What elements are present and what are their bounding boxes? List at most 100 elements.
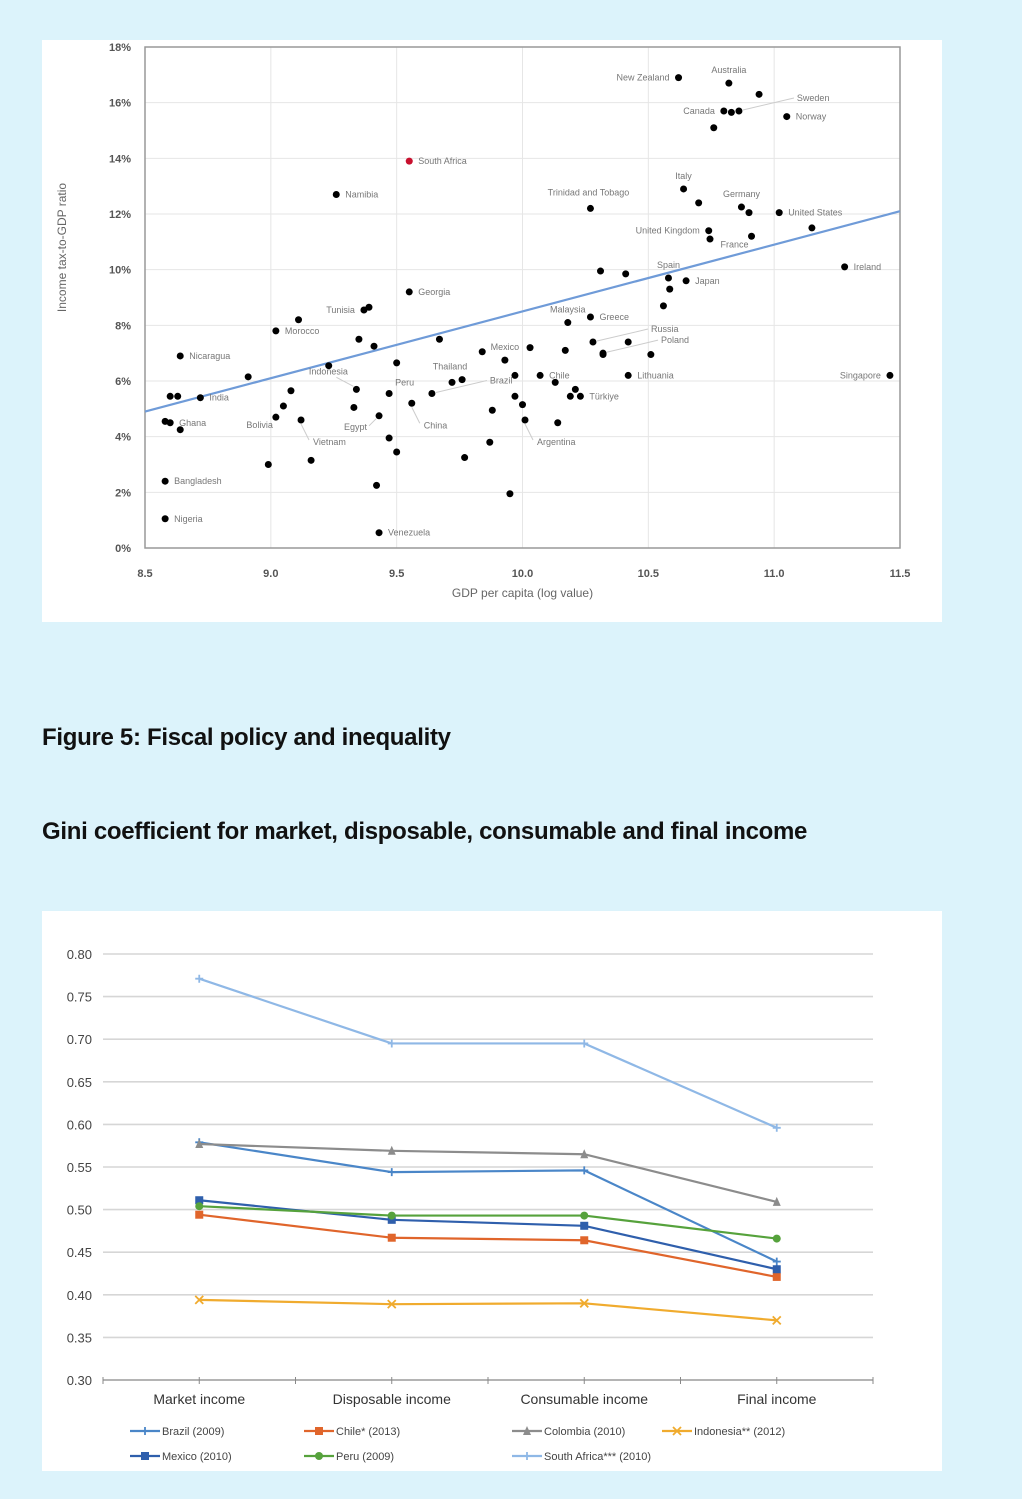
point-label: Bolivia bbox=[246, 420, 273, 430]
data-point bbox=[174, 392, 182, 400]
point-label: Indonesia bbox=[309, 366, 348, 376]
data-point bbox=[355, 335, 363, 343]
y-tick-label: 0.70 bbox=[67, 1032, 92, 1047]
data-point bbox=[710, 124, 718, 132]
data-marker bbox=[195, 1202, 204, 1211]
y-tick-label: 0.35 bbox=[67, 1330, 92, 1345]
data-marker bbox=[772, 1272, 781, 1281]
data-point bbox=[511, 371, 519, 379]
series-colombia bbox=[195, 1138, 781, 1206]
legend-item: Peru (2009) bbox=[304, 1451, 394, 1463]
series-line bbox=[199, 1298, 777, 1322]
data-marker bbox=[387, 1039, 396, 1048]
label-leader bbox=[596, 328, 649, 342]
point-trinidad-and-tobago bbox=[586, 204, 594, 212]
legend-item: Mexico (2010) bbox=[130, 1451, 232, 1463]
y-tick-label: 0.55 bbox=[67, 1160, 92, 1175]
point-label: India bbox=[209, 393, 229, 403]
point-china bbox=[408, 399, 416, 407]
point-label: Morocco bbox=[285, 326, 320, 336]
data-point bbox=[666, 285, 674, 293]
point-label: Germany bbox=[723, 189, 761, 199]
point-label: United Kingdom bbox=[636, 226, 700, 236]
data-marker bbox=[579, 1298, 589, 1308]
category-label: Consumable income bbox=[520, 1391, 648, 1407]
label-leader bbox=[435, 380, 488, 394]
point-italy bbox=[680, 185, 688, 193]
legend-label: Colombia (2010) bbox=[544, 1426, 625, 1438]
point-label: Venezuela bbox=[388, 528, 430, 538]
point-nigeria bbox=[161, 515, 169, 523]
data-point bbox=[519, 401, 526, 409]
point-label: France bbox=[721, 239, 749, 249]
series-indonesia bbox=[194, 1295, 782, 1325]
point-japan bbox=[682, 277, 690, 285]
data-point bbox=[461, 454, 469, 462]
data-point bbox=[561, 346, 569, 354]
legend-marker bbox=[523, 1452, 531, 1460]
point-label: Bangladesh bbox=[174, 476, 222, 486]
point-thailand bbox=[448, 378, 456, 386]
y-tick-label: 0.60 bbox=[67, 1117, 92, 1132]
data-point bbox=[745, 209, 753, 217]
figure-title: Figure 5: Fiscal policy and inequality bbox=[42, 724, 451, 751]
label-leader bbox=[411, 407, 421, 424]
point-label: Poland bbox=[661, 335, 689, 345]
point-ghana bbox=[166, 419, 174, 427]
data-marker bbox=[772, 1257, 781, 1266]
plot-frame bbox=[144, 46, 901, 549]
point-label: New Zealand bbox=[617, 73, 670, 83]
data-point bbox=[373, 481, 381, 489]
y-tick-label: 0.40 bbox=[67, 1288, 92, 1303]
y-tick-label: 10% bbox=[109, 265, 131, 277]
legend-marker bbox=[523, 1426, 531, 1435]
data-point bbox=[624, 338, 632, 346]
data-marker bbox=[387, 1233, 396, 1242]
point-label: Türkiye bbox=[589, 391, 619, 401]
legend-label: Brazil (2009) bbox=[162, 1426, 224, 1438]
data-point bbox=[695, 199, 703, 207]
point-label: Brazil bbox=[490, 376, 513, 386]
y-tick-label: 18% bbox=[109, 42, 131, 54]
point-label: Argentina bbox=[537, 437, 576, 447]
y-axis-title: Income tax-to-GDP ratio bbox=[55, 183, 69, 312]
data-point bbox=[526, 344, 534, 352]
point-ireland bbox=[841, 263, 849, 271]
data-point bbox=[551, 378, 559, 386]
point-label: Lithuania bbox=[637, 370, 674, 380]
point-label: Vietnam bbox=[313, 437, 346, 447]
series-south-africa bbox=[195, 974, 781, 1132]
series-line bbox=[199, 1205, 777, 1240]
point-label: Namibia bbox=[345, 190, 378, 200]
label-leader bbox=[368, 418, 377, 427]
legend-marker bbox=[315, 1452, 323, 1460]
data-marker bbox=[387, 1211, 396, 1220]
line-chart-panel: 0.30 0.35 0.40 0.45 0.50 0.55 0.60 0.65 0.70 0.75… bbox=[42, 911, 942, 1471]
data-marker bbox=[772, 1123, 781, 1132]
point-label: Canada bbox=[683, 106, 715, 116]
label-leader bbox=[336, 376, 354, 387]
data-point bbox=[435, 335, 443, 343]
point-germany bbox=[737, 203, 745, 211]
x-axis-title: GDP per capita (log value) bbox=[452, 586, 593, 600]
label-leader bbox=[606, 339, 659, 353]
legend-item: Brazil (2009) bbox=[130, 1426, 224, 1438]
legend-marker bbox=[315, 1427, 323, 1435]
data-marker bbox=[195, 1210, 204, 1219]
point-label: Norway bbox=[796, 112, 827, 122]
point-sweden bbox=[735, 107, 743, 115]
point-label: South Africa bbox=[418, 156, 467, 166]
point-label: Thailand bbox=[433, 361, 468, 371]
data-marker bbox=[387, 1299, 397, 1309]
y-tick-label: 12% bbox=[109, 209, 131, 221]
point-label: Spain bbox=[657, 260, 680, 270]
data-point bbox=[659, 302, 667, 310]
point-chile bbox=[536, 371, 544, 379]
legend-marker bbox=[141, 1452, 149, 1460]
point-france bbox=[748, 232, 756, 240]
y-tick-label: 0.30 bbox=[67, 1373, 92, 1388]
data-marker bbox=[387, 1215, 396, 1224]
series-line bbox=[199, 1142, 778, 1203]
point-morocco bbox=[272, 327, 280, 335]
data-point bbox=[325, 362, 333, 370]
